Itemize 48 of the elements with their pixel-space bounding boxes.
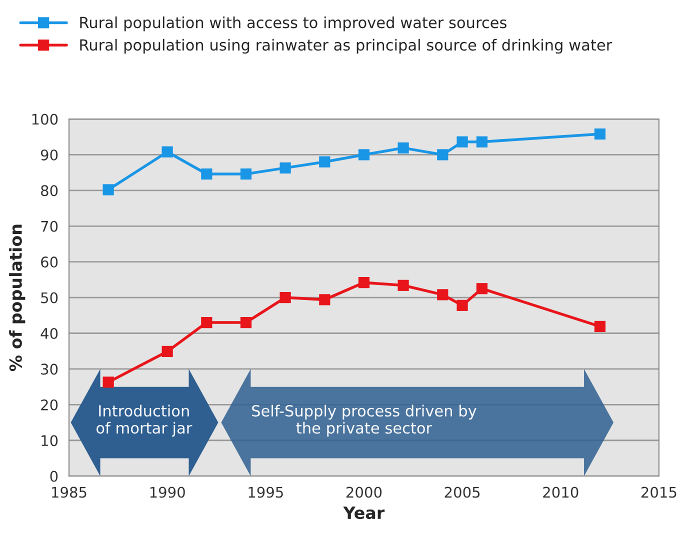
point <box>162 146 173 158</box>
x-tick-label: 2010 <box>543 486 578 498</box>
x-tick-label: 2000 <box>346 486 382 498</box>
annotation: Self-Supply process driven by the private sector <box>252 404 476 437</box>
point <box>280 292 291 304</box>
x-tick-label: 2005 <box>444 486 480 498</box>
y-tick-label: 70 <box>41 220 58 232</box>
point <box>437 149 448 160</box>
point <box>476 283 488 294</box>
y-tick-label: 90 <box>40 149 58 160</box>
point <box>240 168 252 180</box>
x-tick-label: 1990 <box>150 486 185 498</box>
point <box>240 316 252 328</box>
point <box>398 280 409 291</box>
y-tick-label: 60 <box>41 256 58 268</box>
point <box>456 300 468 311</box>
y-tick-label: 50 <box>41 292 58 304</box>
y-tick-label: 20 <box>41 399 58 410</box>
point <box>162 346 173 358</box>
point <box>319 156 330 168</box>
point <box>201 316 212 328</box>
x-tick-label: 1985 <box>52 486 86 498</box>
point <box>594 128 606 140</box>
y-tick-label: 100 <box>32 114 58 125</box>
point <box>201 168 212 180</box>
y-tick-label: 40 <box>40 328 58 340</box>
y-tick-label: 80 <box>41 185 58 196</box>
point <box>476 136 488 148</box>
point <box>594 320 606 332</box>
y-tick-label: 0 <box>50 470 58 482</box>
point <box>102 184 114 196</box>
point <box>280 162 291 174</box>
y-tick-label: 30 <box>41 364 58 375</box>
point <box>319 294 330 306</box>
y-tick-label: 10 <box>42 435 58 446</box>
point <box>437 289 448 300</box>
point <box>102 376 114 388</box>
point <box>358 277 370 288</box>
point <box>456 136 468 148</box>
annotation: Introduction of mortar jar <box>96 404 192 437</box>
x-tick-label: 1995 <box>248 486 283 498</box>
y-axis-title: % of population <box>9 224 26 372</box>
x-axis-title: Year <box>343 506 385 520</box>
x-tick-label: 2015 <box>641 486 676 498</box>
legend-label: Rural population using rainwater as principal source of drinking water <box>80 38 612 54</box>
point <box>398 142 409 154</box>
point <box>358 149 370 160</box>
legend-label: Rural population with access to improved water sources <box>80 16 506 32</box>
